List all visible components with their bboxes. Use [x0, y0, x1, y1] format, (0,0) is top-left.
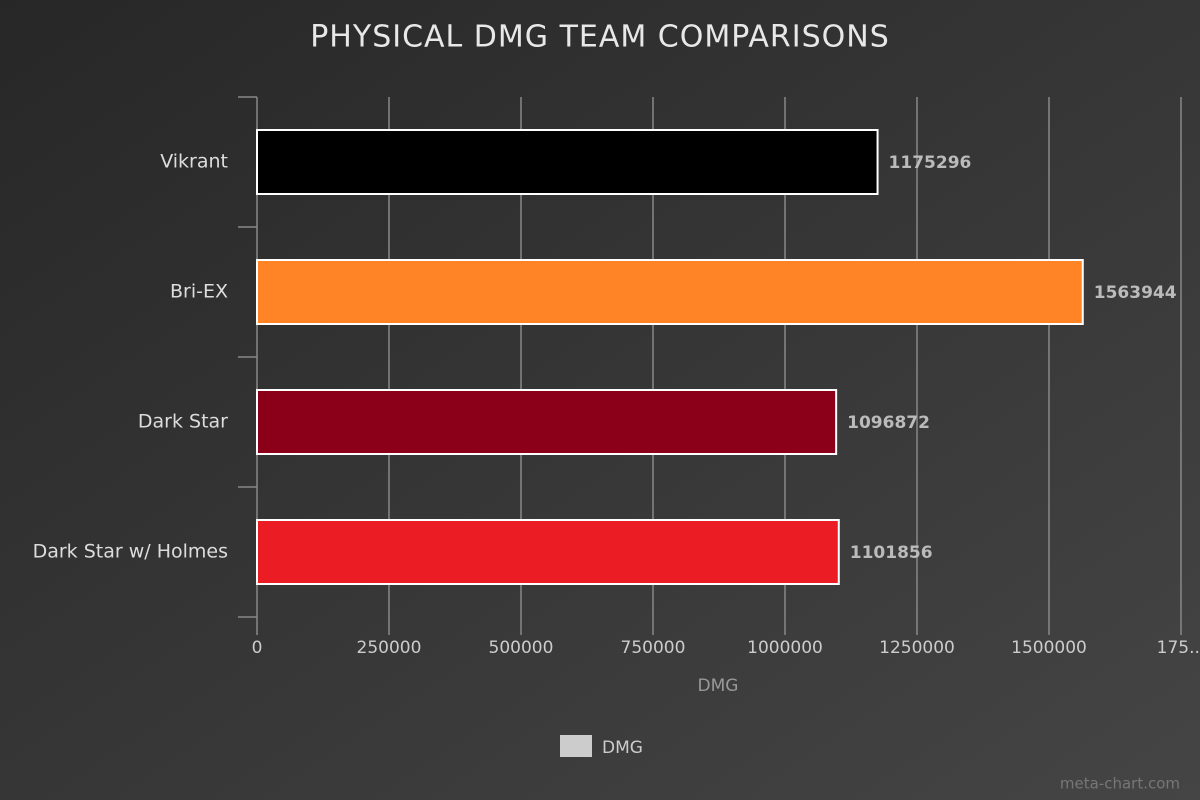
bar [256, 389, 838, 455]
y-tick-label: Bri-EX [170, 281, 228, 303]
y-tick-label: Dark Star [138, 411, 228, 433]
legend-label: DMG [602, 738, 643, 758]
x-tick-label: 1000000 [747, 638, 823, 658]
bar [256, 259, 1084, 325]
x-tick-label: 0 [252, 638, 263, 658]
data-label: 1175296 [889, 153, 972, 173]
x-tick-label: 500000 [489, 638, 554, 658]
data-label: 1563944 [1094, 283, 1177, 303]
legend-swatch [560, 735, 592, 757]
x-tick-label: 1250000 [879, 638, 955, 658]
chart-title: PHYSICAL DMG TEAM COMPARISONS [310, 20, 890, 55]
x-tick-label: 250000 [357, 638, 422, 658]
x-tick-label: 175... [1157, 638, 1200, 658]
bar [256, 129, 879, 195]
x-tick-label: 1500000 [1011, 638, 1087, 658]
data-label: 1101856 [850, 543, 933, 563]
x-tick-label: 750000 [621, 638, 686, 658]
x-axis-label: DMG [698, 676, 739, 696]
bar [256, 519, 840, 585]
y-tick-label: Vikrant [160, 151, 228, 173]
data-label: 1096872 [847, 413, 930, 433]
y-tick-label: Dark Star w/ Holmes [33, 541, 228, 563]
watermark: meta-chart.com [1060, 775, 1180, 793]
